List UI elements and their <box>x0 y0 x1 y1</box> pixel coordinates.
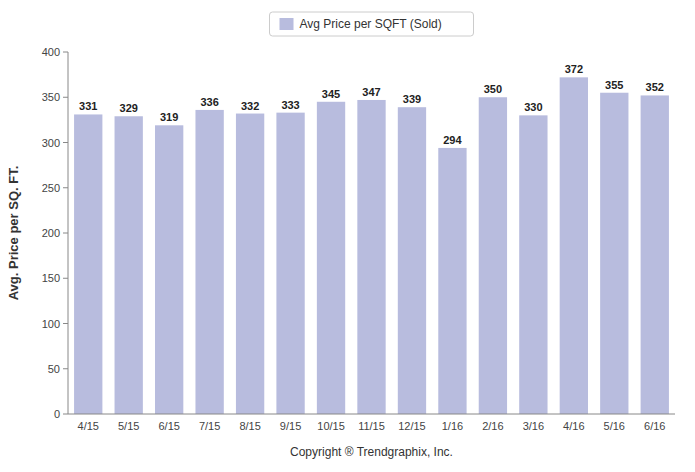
y-tick-label: 300 <box>42 137 60 149</box>
x-tick-label: 5/15 <box>118 420 139 432</box>
y-axis-label: Avg. Price per SQ. FT. <box>6 166 21 301</box>
legend-box <box>270 12 474 36</box>
y-tick-label: 0 <box>54 408 60 420</box>
y-tick <box>63 52 68 53</box>
x-tick-label: 9/15 <box>280 420 301 432</box>
data-label: 372 <box>565 63 583 75</box>
bar <box>115 116 143 414</box>
x-tick-label: 2/16 <box>482 420 503 432</box>
data-label: 294 <box>443 134 462 146</box>
data-label: 331 <box>79 100 97 112</box>
y-tick <box>63 187 68 188</box>
bar <box>74 114 102 414</box>
y-tick-label: 350 <box>42 91 60 103</box>
data-label: 347 <box>362 86 380 98</box>
legend: Avg Price per SQFT (Sold) <box>270 12 474 36</box>
bar <box>195 110 223 414</box>
bar <box>479 97 507 414</box>
y-tick <box>63 414 68 415</box>
data-label: 330 <box>524 101 542 113</box>
data-label: 339 <box>403 93 421 105</box>
x-tick-label: 11/15 <box>358 420 385 432</box>
y-tick-label: 100 <box>42 318 60 330</box>
y-tick-label: 250 <box>42 182 60 194</box>
x-axis-label: Copyright ® Trendgraphix, Inc. <box>290 445 453 459</box>
bars <box>74 77 669 414</box>
chart-container: 331 329 319 336 332 333 345 347 339 294 350 330 372 3… <box>0 0 695 472</box>
x-tick-label: 6/16 <box>644 420 665 432</box>
x-tick-label: 7/15 <box>199 420 220 432</box>
y-tick <box>63 97 68 98</box>
x-tick-label: 1/16 <box>442 420 463 432</box>
legend-label: Avg Price per SQFT (Sold) <box>300 17 442 31</box>
y-tick-label: 50 <box>48 363 60 375</box>
bar <box>641 95 669 414</box>
data-label: 355 <box>605 79 623 91</box>
x-tick-label: 4/15 <box>78 420 99 432</box>
x-tick-label: 10/15 <box>317 420 345 432</box>
x-tick-label: 8/15 <box>239 420 260 432</box>
data-label: 345 <box>322 88 340 100</box>
data-label: 332 <box>241 100 259 112</box>
chart-svg: 331 329 319 336 332 333 345 347 339 294 350 330 372 3… <box>0 0 695 472</box>
data-label: 329 <box>120 102 138 114</box>
y-tick-label: 400 <box>42 46 60 58</box>
y-tick-label: 150 <box>42 272 60 284</box>
x-tick-label: 3/16 <box>523 420 544 432</box>
bar <box>357 100 385 414</box>
x-tick-label: 4/16 <box>563 420 584 432</box>
x-tick-label: 6/15 <box>158 420 179 432</box>
data-label: 336 <box>200 96 218 108</box>
bar <box>519 115 547 414</box>
bar <box>398 107 426 414</box>
y-tick-label: 200 <box>42 227 60 239</box>
bar <box>155 125 183 414</box>
y-tick <box>63 368 68 369</box>
x-tick-label: 12/15 <box>398 420 426 432</box>
data-label: 352 <box>646 81 664 93</box>
y-tick <box>63 278 68 279</box>
x-tick-label: 5/16 <box>604 420 625 432</box>
y-tick <box>63 323 68 324</box>
data-label: 333 <box>281 99 299 111</box>
data-label: 319 <box>160 111 178 123</box>
y-tick <box>63 233 68 234</box>
y-tick <box>63 142 68 143</box>
bar <box>600 93 628 414</box>
bar <box>560 77 588 414</box>
bar <box>276 113 304 414</box>
legend-swatch <box>280 18 294 30</box>
data-label: 350 <box>484 83 502 95</box>
data-labels: 331 329 319 336 332 333 345 347 339 294 350 330 372 3… <box>79 63 664 146</box>
x-axis-line <box>68 414 675 415</box>
axes: 0 50 100 150 200 250 300 350 400 4/15 5/15 6/15 7/15… <box>6 46 675 459</box>
bar <box>317 102 345 414</box>
bar <box>236 114 264 414</box>
bar <box>438 148 466 414</box>
